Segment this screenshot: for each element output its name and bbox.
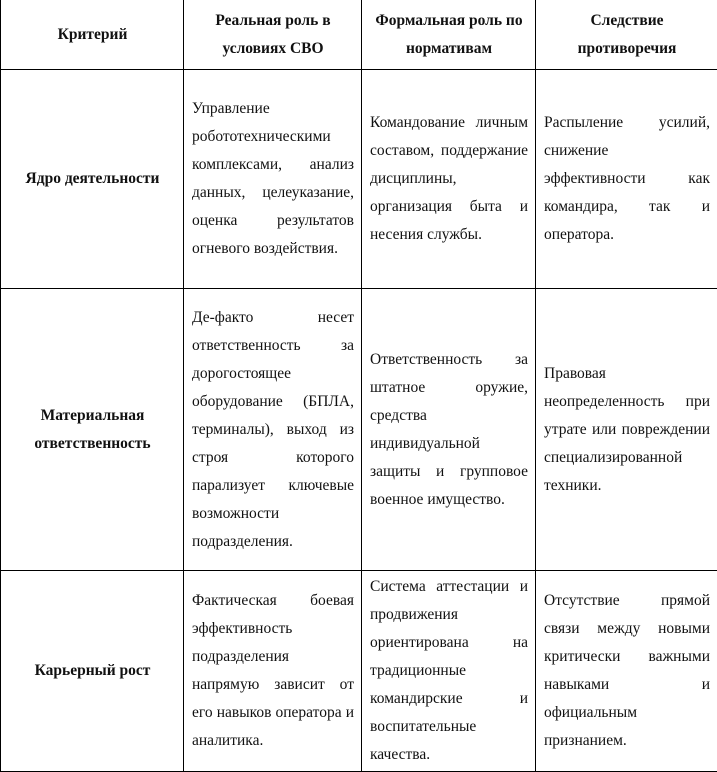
header-row: Критерий Реальная роль в условиях СВО Фо… <box>1 0 717 70</box>
header-formal-role: Формальная роль по нормативам <box>362 0 536 70</box>
consequence-cell: Отсутствие прямой связи между новыми кри… <box>536 571 717 772</box>
header-consequence: Следствие противоречия <box>536 0 717 70</box>
table-row: Материальная ответственность Де-факто не… <box>1 289 717 571</box>
consequence-cell: Распыление усилий, снижение эффективност… <box>536 70 717 289</box>
header-real-role: Реальная роль в условиях СВО <box>184 0 362 70</box>
consequence-cell: Правовая неопределенность при утрате или… <box>536 289 717 571</box>
criterion-cell: Ядро деятельности <box>1 70 184 289</box>
real-role-cell: Де-факто несет ответственность за дорого… <box>184 289 362 571</box>
formal-role-cell: Система аттестации и продвижения ориенти… <box>362 571 536 772</box>
criterion-cell: Материальная ответственность <box>1 289 184 571</box>
table-row: Карьерный рост Фактическая боевая эффект… <box>1 571 717 772</box>
real-role-cell: Фактическая боевая эффективность подразд… <box>184 571 362 772</box>
formal-role-cell: Командование личным составом, поддержани… <box>362 70 536 289</box>
formal-role-cell: Ответственность за штатное оружие, средс… <box>362 289 536 571</box>
header-criterion: Критерий <box>1 0 184 70</box>
table-row: Ядро деятельности Управление робототехни… <box>1 70 717 289</box>
real-role-cell: Управление робототехническими комплексам… <box>184 70 362 289</box>
criterion-cell: Карьерный рост <box>1 571 184 772</box>
